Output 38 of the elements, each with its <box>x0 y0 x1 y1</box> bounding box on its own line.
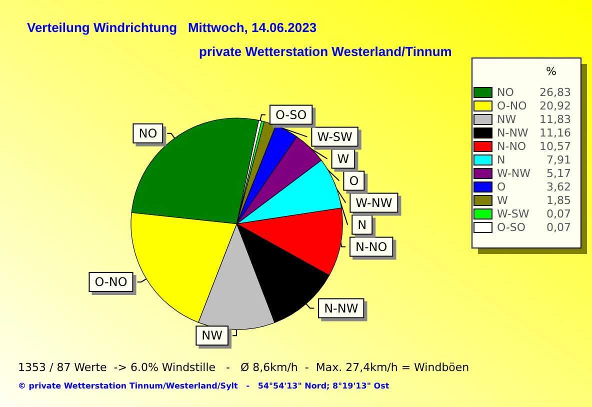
legend-label: O <box>497 180 506 194</box>
data-label: 20,92 <box>540 100 571 112</box>
text: 1353 / 87 Werte -> 6.0% Windstille - Ø 8,6km/h - Max. 27,4km/h = Windböen <box>18 361 470 374</box>
legend-label: N <box>497 154 506 166</box>
legend-label: O-NO <box>497 100 528 112</box>
data-label: 11,16 <box>540 126 571 140</box>
data-label: 3,62 <box>546 180 571 194</box>
slice-label: W-NW <box>356 196 392 210</box>
data-label: 1,85 <box>546 194 571 207</box>
slice-label: O <box>349 174 359 188</box>
legend-label: NO <box>497 86 514 99</box>
legend-label: N-NW <box>497 126 528 140</box>
slice-label: W <box>337 152 350 166</box>
chart-title: Verteilung Windrichtung Mittwoch, 14.06.2023 <box>27 20 317 35</box>
legend-label: W-SW <box>497 208 530 220</box>
slice-label: O-NO <box>94 274 128 289</box>
slice-label: N <box>358 218 367 232</box>
data-label: 0,07 <box>546 208 571 220</box>
slice-label: N-NO <box>355 240 388 254</box>
slice-label: O-SO <box>275 108 307 122</box>
legend-label: W-NW <box>497 167 531 180</box>
data-label: 5,17 <box>546 167 571 180</box>
slice-label: NW <box>202 328 223 343</box>
text: © private Wetterstation Tinnum/Westerland/Sylt - 54°54'13" Nord; 8°19'13" Ost <box>18 382 390 390</box>
slice-label: W-SW <box>317 130 353 144</box>
legend-label: W <box>497 194 508 207</box>
legend-label: O-SO <box>497 221 526 234</box>
slice-label: N-NW <box>324 301 358 316</box>
data-label: 10,57 <box>540 140 571 153</box>
legend-label: N-NO <box>497 140 526 153</box>
slice-label: NO <box>138 126 158 140</box>
data-label: 11,83 <box>540 113 571 126</box>
data-label: 7,91 <box>546 154 571 166</box>
chart-subtitle: private Wetterstation Westerland/Tinnum <box>199 44 452 59</box>
data-label: 26,83 <box>540 86 571 99</box>
legend-label: NW <box>497 113 516 126</box>
data-label: 0,07 <box>546 221 571 234</box>
legend-title: % <box>546 65 556 78</box>
